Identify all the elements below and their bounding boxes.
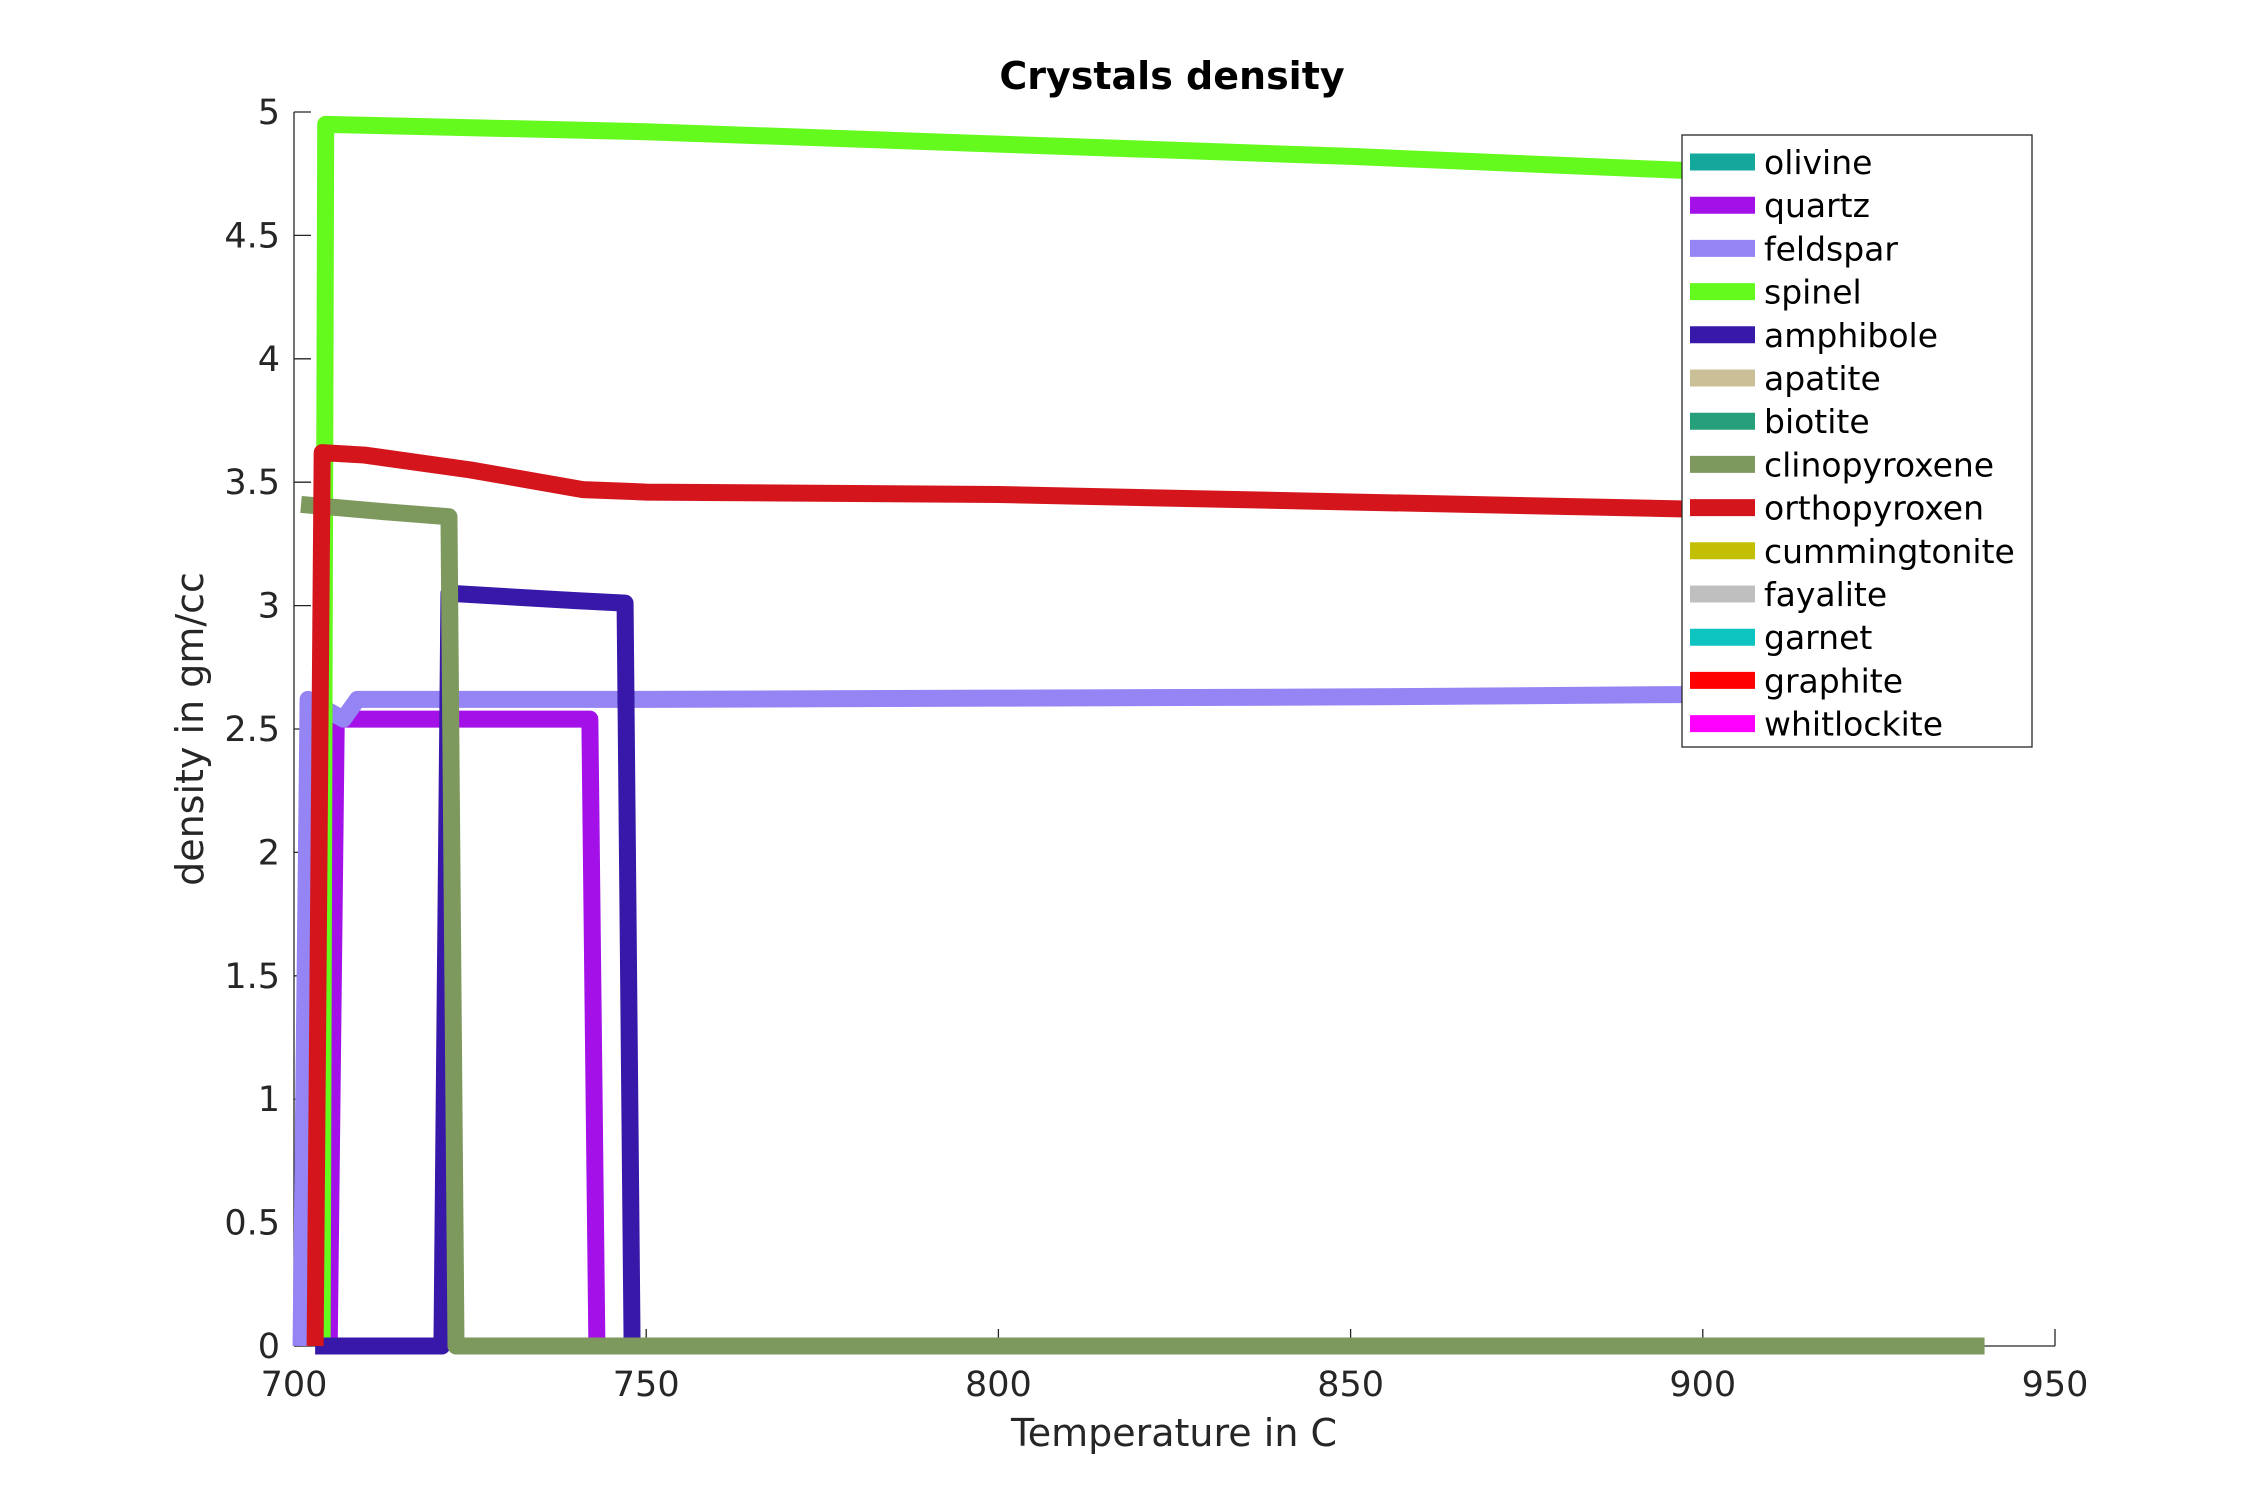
y-axis-label: density in gm/cc xyxy=(168,572,212,886)
y-tick-label: 1 xyxy=(258,1080,280,1120)
y-ticks: 0 0.5 1 1.5 2 2.5 3 3.5 4 4.5 5 xyxy=(224,93,311,1367)
legend-item-graphite: graphite xyxy=(1690,661,1903,700)
series-line-orthopyroxen xyxy=(306,444,1795,1347)
x-ticks: 700 750 800 850 900 950 xyxy=(261,1329,2089,1405)
legend-label: orthopyroxen xyxy=(1764,489,1984,528)
y-tick-label: 4 xyxy=(258,340,280,380)
legend-label: clinopyroxene xyxy=(1764,445,1994,484)
legend-label: amphibole xyxy=(1764,316,1938,355)
legend-label: whitlockite xyxy=(1764,705,1943,744)
axes: 700 750 800 850 900 950 0 0.5 1 1.5 2 2.5 3 3.5 4 4.5 5 xyxy=(224,93,2088,1405)
y-tick-label: 0.5 xyxy=(224,1204,280,1244)
x-tick-label: 750 xyxy=(613,1365,680,1405)
legend-item-quartz: quartz xyxy=(1690,186,1870,225)
y-tick-label: 2 xyxy=(258,833,280,873)
legend-label: feldspar xyxy=(1764,229,1898,268)
legend-item-feldspar: feldspar xyxy=(1690,229,1898,268)
legend: olivine quartz feldspar spinel amphibole apat… xyxy=(1681,134,2033,748)
legend-item-whitlockite: whitlockite xyxy=(1690,705,1943,744)
y-tick-label: 2.5 xyxy=(224,710,280,750)
y-tick-label: 0 xyxy=(258,1327,280,1367)
series-line-spinel xyxy=(313,115,1795,1347)
x-tick-label: 900 xyxy=(1669,1365,1736,1405)
x-tick-label: 850 xyxy=(1317,1365,1384,1405)
y-tick-label: 3.5 xyxy=(224,463,280,503)
series-line-quartz xyxy=(320,710,606,1347)
legend-label: apatite xyxy=(1764,359,1881,398)
legend-item-orthopyroxen: orthopyroxen xyxy=(1690,489,1984,528)
series-line-amphibole xyxy=(315,584,641,1355)
y-tick-label: 1.5 xyxy=(224,957,280,997)
legend-label: cummingtonite xyxy=(1764,532,2015,571)
legend-label: graphite xyxy=(1764,661,1903,700)
legend-item-biotite: biotite xyxy=(1690,402,1870,441)
legend-item-cummingtonite: cummingtonite xyxy=(1690,532,2015,571)
legend-label: quartz xyxy=(1764,186,1870,225)
y-tick-label: 4.5 xyxy=(224,216,280,256)
legend-item-apatite: apatite xyxy=(1690,359,1881,398)
legend-item-garnet: garnet xyxy=(1690,618,1872,657)
legend-label: fayalite xyxy=(1764,575,1887,614)
legend-label: garnet xyxy=(1764,618,1872,657)
legend-item-amphibole: amphibole xyxy=(1690,316,1938,355)
series-line-feldspar xyxy=(292,685,1795,1347)
y-tick-label: 3 xyxy=(258,587,280,627)
legend-items: olivine quartz feldspar spinel amphibole apat… xyxy=(1690,143,2015,744)
legend-item-spinel: spinel xyxy=(1690,273,1862,312)
x-axis-label: Temperature in C xyxy=(1010,1411,1337,1455)
legend-label: spinel xyxy=(1764,273,1862,312)
series-line-clinopyroxene xyxy=(300,495,1985,1355)
legend-label: olivine xyxy=(1764,143,1872,182)
legend-label: biotite xyxy=(1764,402,1870,441)
legend-item-clinopyroxene: clinopyroxene xyxy=(1690,445,1994,484)
x-tick-label: 800 xyxy=(965,1365,1032,1405)
x-tick-label: 950 xyxy=(2022,1365,2089,1405)
legend-item-fayalite: fayalite xyxy=(1690,575,1887,614)
x-tick-label: 700 xyxy=(261,1365,328,1405)
y-tick-label: 5 xyxy=(258,93,280,133)
chart-title: Crystals density xyxy=(999,54,1345,98)
legend-item-olivine: olivine xyxy=(1690,143,1872,182)
